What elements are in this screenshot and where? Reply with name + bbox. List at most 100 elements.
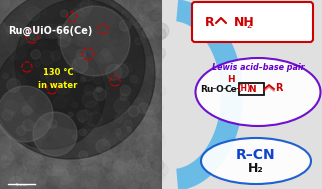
Circle shape [145,110,151,115]
Circle shape [69,119,86,136]
Circle shape [63,69,76,82]
Circle shape [73,36,87,49]
Circle shape [100,163,112,175]
Circle shape [0,86,15,107]
Circle shape [26,185,33,189]
Circle shape [106,64,122,80]
Circle shape [77,5,83,11]
Circle shape [17,173,35,189]
Circle shape [147,155,155,163]
Circle shape [7,79,20,92]
Circle shape [17,29,24,36]
Circle shape [70,112,81,123]
Circle shape [73,112,77,116]
Circle shape [13,35,20,43]
Circle shape [34,58,49,72]
Circle shape [132,150,147,166]
Circle shape [64,96,71,103]
Circle shape [102,134,125,156]
Circle shape [65,35,77,47]
Circle shape [144,9,147,12]
Circle shape [129,97,134,102]
Circle shape [0,156,11,168]
Circle shape [27,4,30,6]
Circle shape [0,81,3,85]
Circle shape [16,83,24,91]
Circle shape [88,112,103,127]
Circle shape [40,132,62,155]
Circle shape [143,157,147,161]
Text: 5 nm: 5 nm [16,184,26,187]
Circle shape [142,29,151,37]
Circle shape [137,135,148,146]
Text: Lewis acid–base pair: Lewis acid–base pair [212,64,304,73]
Circle shape [60,98,75,113]
Circle shape [151,181,161,189]
Circle shape [0,23,7,33]
Text: 2: 2 [246,21,251,30]
Circle shape [150,92,160,102]
Circle shape [39,114,46,121]
Circle shape [113,161,127,175]
Circle shape [20,17,36,32]
Circle shape [136,56,159,80]
Circle shape [49,76,54,82]
Circle shape [127,160,133,167]
Circle shape [39,23,42,26]
Circle shape [94,109,106,121]
Circle shape [51,51,61,60]
Text: –: – [236,84,240,94]
Circle shape [0,0,155,159]
Circle shape [121,90,130,99]
Circle shape [0,81,5,87]
Circle shape [131,142,146,157]
Circle shape [65,118,68,121]
Circle shape [150,68,158,76]
Circle shape [38,43,54,60]
Circle shape [57,180,75,189]
Circle shape [86,182,90,186]
Circle shape [120,94,127,101]
Circle shape [66,72,71,77]
Circle shape [8,56,24,73]
Circle shape [54,34,68,48]
Circle shape [135,59,147,71]
Circle shape [12,145,21,154]
Circle shape [75,49,88,62]
Circle shape [23,157,36,170]
Circle shape [144,111,155,123]
Circle shape [135,66,141,73]
Circle shape [0,39,105,149]
Circle shape [33,156,43,166]
Circle shape [54,101,59,107]
Circle shape [56,0,67,9]
Circle shape [2,24,23,46]
Circle shape [71,75,94,98]
Circle shape [81,151,94,164]
Circle shape [138,62,151,74]
Circle shape [20,113,28,121]
Circle shape [93,139,116,162]
Circle shape [65,122,73,129]
Circle shape [134,98,144,108]
Circle shape [15,47,27,59]
Circle shape [152,159,164,171]
Circle shape [79,129,86,136]
Polygon shape [176,0,243,189]
Text: 130 °C
in water: 130 °C in water [38,68,78,90]
Circle shape [136,0,154,15]
Circle shape [98,50,102,54]
Circle shape [100,178,118,189]
Circle shape [34,120,49,135]
Circle shape [79,151,88,160]
Circle shape [82,123,98,139]
Circle shape [46,70,61,85]
Circle shape [46,138,50,142]
Circle shape [72,9,77,14]
Circle shape [33,0,56,12]
Circle shape [60,142,66,148]
Circle shape [83,124,98,138]
Circle shape [154,47,166,59]
Circle shape [145,118,162,135]
Circle shape [12,69,16,74]
